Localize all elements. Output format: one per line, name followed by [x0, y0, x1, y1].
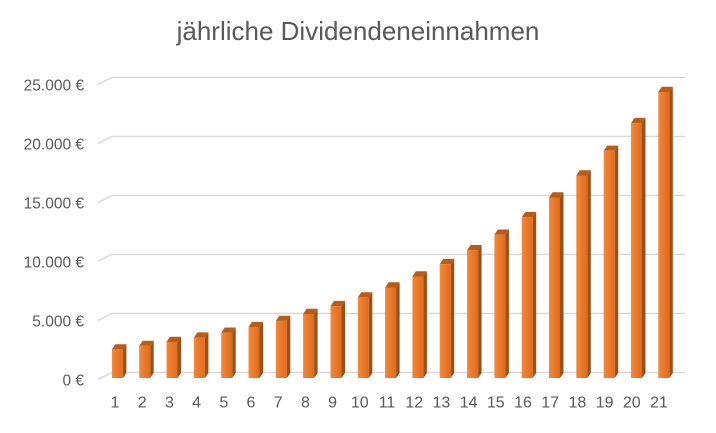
- svg-text:16: 16: [514, 394, 532, 411]
- svg-text:5: 5: [219, 394, 228, 411]
- svg-text:14: 14: [460, 394, 478, 411]
- svg-text:15.000 €: 15.000 €: [24, 196, 85, 213]
- svg-text:19: 19: [596, 394, 614, 411]
- svg-text:4: 4: [192, 394, 201, 411]
- svg-text:7: 7: [274, 394, 283, 411]
- svg-text:1: 1: [111, 394, 120, 411]
- svg-text:15: 15: [487, 394, 505, 411]
- svg-text:10: 10: [351, 394, 369, 411]
- svg-text:9: 9: [328, 394, 337, 411]
- svg-text:6: 6: [247, 394, 256, 411]
- svg-text:21: 21: [650, 394, 668, 411]
- svg-text:25.000 €: 25.000 €: [24, 78, 85, 95]
- svg-text:10.000 €: 10.000 €: [24, 255, 85, 272]
- svg-text:8: 8: [301, 394, 310, 411]
- svg-text:2: 2: [138, 394, 147, 411]
- svg-text:17: 17: [541, 394, 559, 411]
- svg-text:11: 11: [379, 394, 396, 411]
- svg-text:5.000 €: 5.000 €: [32, 314, 84, 331]
- svg-text:3: 3: [165, 394, 174, 411]
- svg-text:12: 12: [405, 394, 423, 411]
- svg-text:jährliche Dividendeneinnahmen: jährliche Dividendeneinnahmen: [176, 16, 540, 46]
- svg-text:0 €: 0 €: [62, 373, 84, 390]
- svg-text:20: 20: [623, 394, 641, 411]
- svg-text:13: 13: [433, 394, 451, 411]
- svg-text:20.000 €: 20.000 €: [24, 137, 85, 154]
- svg-text:18: 18: [569, 394, 587, 411]
